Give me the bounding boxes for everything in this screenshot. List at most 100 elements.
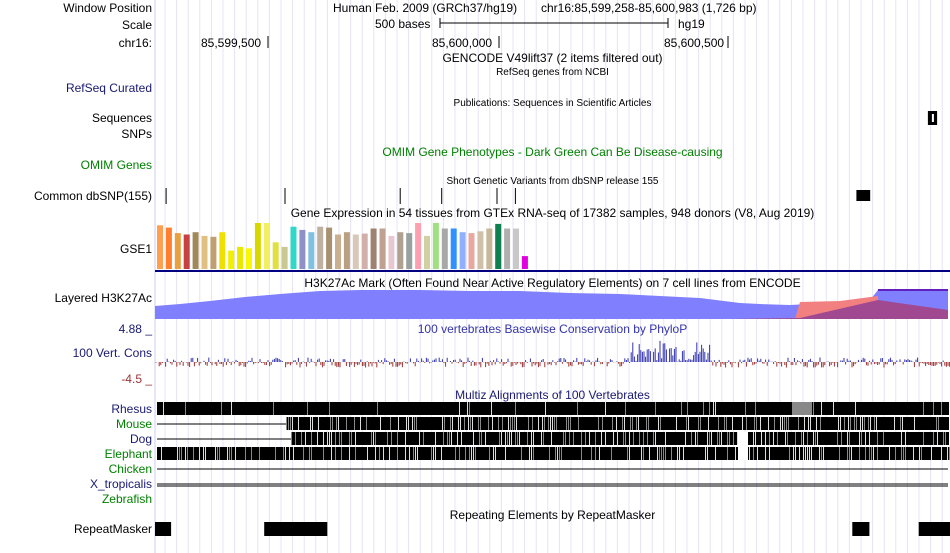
sequences-track-label[interactable]: Sequences — [91, 111, 152, 125]
alignment-mismatch — [323, 447, 324, 460]
alignment-mismatch — [514, 417, 515, 430]
refseq-track-title[interactable]: RefSeq genes from NCBI — [496, 67, 609, 78]
alignment-mismatch — [502, 417, 503, 430]
db-name: hg19 — [678, 17, 705, 31]
alignment-mismatch — [629, 432, 630, 445]
repeat-track-title[interactable]: Repeating Elements by RepeatMasker — [449, 508, 656, 522]
alignment-mismatch — [711, 432, 712, 445]
repeat-track-label[interactable]: RepeatMasker — [73, 522, 152, 536]
alignment-mismatch — [629, 447, 630, 460]
species-label-chicken[interactable]: Chicken — [108, 462, 152, 476]
gtex-tissue-bar — [370, 228, 377, 269]
alignment-mismatch — [865, 447, 866, 460]
alignment-mismatch — [515, 432, 516, 445]
snps-track-label[interactable]: SNPs — [121, 127, 152, 141]
alignment-mismatch — [498, 417, 499, 430]
alignment-mismatch — [309, 447, 310, 460]
h3k27-signal — [155, 290, 948, 319]
gtex-tissue-bar — [326, 227, 333, 269]
alignment-mismatch — [559, 447, 560, 460]
alignment-mismatch — [839, 447, 840, 460]
alignment-mismatch — [563, 432, 564, 445]
alignment-mismatch — [499, 432, 500, 445]
alignment-mismatch — [383, 447, 384, 460]
gtex-tissue-bar — [290, 226, 297, 269]
alignment-mismatch — [902, 417, 903, 430]
dbsnp-track-title[interactable]: Short Genetic Variants from dbSNP releas… — [446, 176, 659, 187]
dbsnp-track-label[interactable]: Common dbSNP(155) — [33, 189, 152, 203]
species-label-xtropicalis[interactable]: X_tropicalis — [89, 477, 152, 491]
gtex-track-title[interactable]: Gene Expression in 54 tissues from GTEx … — [290, 206, 815, 220]
h3k27-track-title[interactable]: H3K27Ac Mark (Often Found Near Active Re… — [304, 276, 801, 290]
alignment-mismatch — [737, 432, 738, 445]
species-label-rhesus[interactable]: Rhesus — [111, 402, 152, 416]
alignment-mismatch — [552, 417, 553, 430]
chrom-label: chr16: — [118, 36, 152, 50]
alignment-mismatch — [221, 402, 222, 415]
alignment-mismatch — [698, 417, 699, 430]
cons-track-title[interactable]: 100 vertebrates Basewise Conservation by… — [417, 322, 688, 336]
alignment-mismatch — [444, 417, 445, 430]
ruler-tick-label: 85,600,000 — [432, 36, 493, 50]
alignment-mismatch — [557, 447, 558, 460]
gencode-track-title[interactable]: GENCODE V49lift37 (2 items filtered out) — [442, 51, 663, 65]
alignment-mismatch — [585, 432, 586, 445]
alignment-mismatch — [290, 417, 291, 430]
alignment-mismatch — [451, 432, 452, 445]
alignment-mismatch — [861, 432, 862, 445]
alignment-mismatch — [821, 447, 822, 460]
alignment-mismatch — [373, 432, 374, 445]
alignment-mismatch — [231, 447, 232, 460]
cons-track-label[interactable]: 100 Vert. Cons — [72, 346, 152, 360]
species-label-dog[interactable]: Dog — [129, 432, 152, 446]
alignment-mismatch — [519, 432, 520, 445]
alignment-mismatch — [336, 417, 337, 430]
alignment-mismatch — [335, 432, 336, 445]
species-label-zebrafish[interactable]: Zebrafish — [101, 492, 152, 506]
alignment-mismatch — [533, 432, 534, 445]
alignment-mismatch — [683, 447, 684, 460]
alignment-mismatch — [459, 402, 460, 415]
alignment-mismatch — [409, 447, 410, 460]
refseq-track-label[interactable]: RefSeq Curated — [65, 81, 152, 95]
alignment-mismatch — [512, 417, 513, 430]
alignment-mismatch — [639, 432, 640, 445]
alignment-mismatch — [331, 432, 332, 445]
alignment-mismatch — [787, 432, 788, 445]
alignment-mismatch — [298, 417, 299, 430]
omim-track-title[interactable]: OMIM Gene Phenotypes - Dark Green Can Be… — [382, 145, 723, 159]
alignment-mismatch — [718, 417, 719, 430]
alignment-mismatch — [416, 417, 417, 430]
alignment-mismatch — [449, 432, 450, 445]
alignment-mismatch — [450, 417, 451, 430]
alignment-mismatch — [307, 402, 308, 415]
gtex-tissue-bar — [308, 232, 315, 269]
species-label-mouse[interactable]: Mouse — [115, 417, 152, 431]
gtex-tissue-bar — [228, 250, 235, 269]
alignment-mismatch — [788, 417, 789, 430]
alignment-mismatch — [532, 417, 533, 430]
alignment-mismatch — [746, 417, 747, 430]
alignment-mismatch — [431, 447, 432, 460]
alignment-mismatch — [697, 432, 698, 445]
omim-track-label[interactable]: OMIM Genes — [80, 158, 152, 172]
alignment-mismatch — [301, 432, 302, 445]
gtex-track-label[interactable]: GSE1 — [119, 242, 152, 256]
alignment-mismatch — [665, 447, 666, 460]
alignment-mismatch — [793, 447, 794, 460]
species-label-elephant[interactable]: Elephant — [104, 447, 152, 461]
alignment-mismatch — [685, 432, 686, 445]
alignment-mismatch — [511, 432, 512, 445]
alignment-mismatch — [717, 432, 718, 445]
alignment-gap — [738, 432, 748, 460]
alignment-mismatch — [914, 417, 915, 430]
alignment-mismatch — [531, 432, 532, 445]
alignment-mismatch — [377, 402, 378, 415]
publications-track-title[interactable]: Publications: Sequences in Scientific Ar… — [453, 98, 652, 109]
gtex-tissue-bar — [406, 233, 413, 269]
alignment-mismatch — [859, 447, 860, 460]
multiz-track-title[interactable]: Multiz Alignments of 100 Vertebrates — [455, 388, 650, 402]
h3k27-track-label[interactable]: Layered H3K27Ac — [54, 291, 152, 305]
alignment-mismatch — [543, 432, 544, 445]
